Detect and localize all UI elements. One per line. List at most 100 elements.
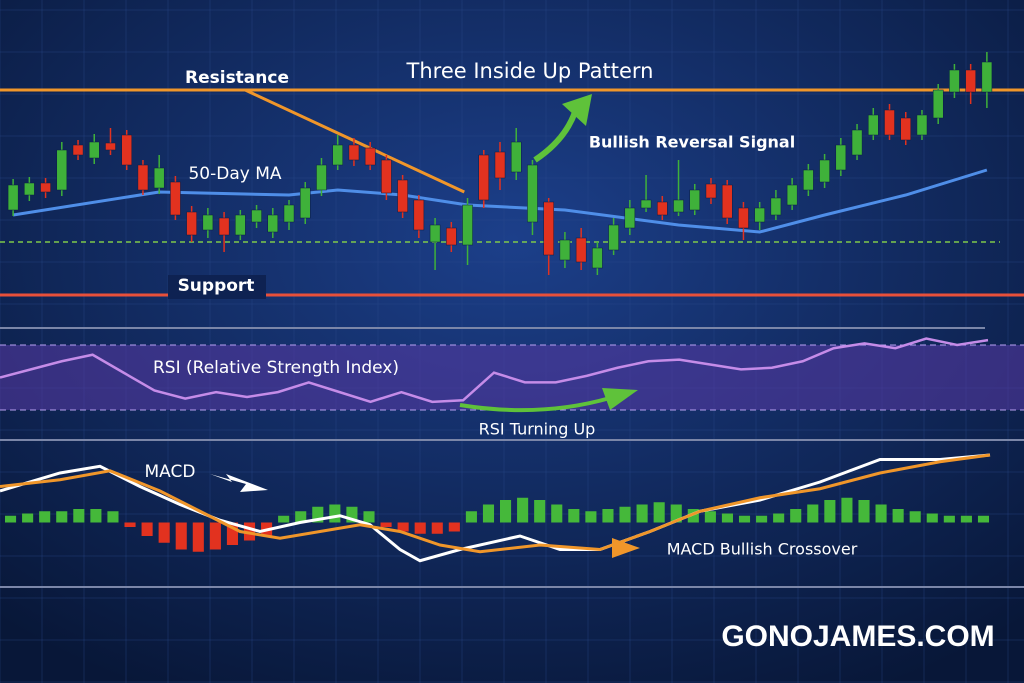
candle-body [446, 227, 457, 246]
candle-body [267, 214, 279, 233]
histogram-bar [56, 511, 68, 523]
candle-body [429, 224, 441, 243]
histogram-bar [465, 511, 477, 523]
candle-body [88, 141, 100, 159]
histogram-bar [363, 511, 375, 523]
candle-body [397, 179, 408, 213]
candle-body [153, 167, 165, 189]
histogram-bar [960, 515, 972, 523]
crossover-arrow-head [612, 538, 640, 558]
histogram-bar [175, 522, 187, 550]
panel-title: RSI (Relative Strength Index) [153, 358, 399, 378]
histogram-bar [619, 506, 631, 523]
candle-body [24, 182, 35, 196]
rsi-line [0, 337, 989, 404]
candle-body [316, 164, 327, 191]
candle-body [413, 199, 425, 231]
candle-body [137, 164, 149, 191]
level-label: Support [178, 276, 255, 296]
candle-body [738, 207, 749, 229]
histogram-bar [841, 497, 853, 523]
rsi-arrow-head [602, 388, 638, 410]
histogram-bar [653, 502, 665, 523]
candle-body [105, 142, 116, 151]
candle-body [981, 61, 993, 93]
candle-body [186, 211, 197, 236]
histogram-bar [500, 500, 512, 523]
histogram-bar [329, 504, 341, 523]
histogram-bar [909, 511, 921, 523]
candle-body [575, 237, 587, 263]
candle-body [283, 204, 295, 223]
candle-body [7, 184, 19, 211]
histogram-bar [158, 522, 170, 543]
histogram-bar [414, 522, 426, 534]
candle-body [40, 182, 51, 193]
candle-body [559, 239, 571, 261]
candle-body [348, 144, 360, 161]
candle-body [965, 69, 976, 93]
watermark: GONOJAMES.COM [721, 620, 994, 653]
histogram-bar [5, 515, 17, 523]
histogram-bar [926, 513, 938, 523]
macd-arrow [210, 474, 268, 492]
histogram-bar [192, 522, 204, 552]
histogram-bar [943, 515, 955, 523]
histogram-bar [551, 504, 563, 523]
histogram-bar [687, 509, 699, 523]
candle-body [705, 183, 717, 199]
candle-body [170, 181, 181, 216]
histogram-bar [858, 500, 870, 523]
histogram-bar [704, 511, 716, 523]
candle-body [640, 199, 652, 209]
histogram-bar [431, 522, 443, 534]
level-label: Resistance [185, 68, 289, 88]
histogram-bar [824, 500, 836, 523]
candle-body [381, 159, 392, 194]
histogram-bar [977, 515, 990, 523]
candle-body [478, 154, 490, 201]
label-bg [168, 275, 266, 299]
candle-body [884, 109, 895, 136]
histogram-bar [448, 522, 460, 532]
candle-body [657, 201, 668, 216]
annotation: RSI Turning Up [479, 420, 596, 439]
rsi-arrow [459, 396, 611, 413]
candle-body [494, 151, 506, 179]
histogram-bar [875, 504, 887, 523]
histogram-bar [738, 515, 751, 523]
histogram-bar [482, 504, 495, 523]
candle-body [867, 114, 879, 136]
candle-body [218, 217, 230, 236]
candle-body [932, 89, 944, 119]
candle-body [673, 199, 684, 213]
candle-body [949, 69, 960, 93]
candle-body [299, 187, 311, 219]
annotation: MACD Bullish Crossover [667, 540, 858, 559]
candle-body [235, 214, 246, 236]
candle-body [803, 169, 814, 191]
candle-body [770, 197, 782, 216]
signal-arrow-head [562, 94, 592, 126]
candle-body [364, 147, 376, 166]
candle-body [543, 201, 554, 256]
histogram-bar [39, 511, 51, 523]
histogram-bar [73, 509, 85, 523]
candle-body [202, 214, 214, 231]
candle-body [332, 144, 343, 166]
legend-label: 50-Day MA [188, 164, 281, 184]
histogram-bar [312, 506, 324, 523]
candle-body [835, 144, 847, 171]
histogram-bar [517, 497, 529, 523]
candle-body [462, 204, 473, 246]
candle-body [251, 209, 262, 223]
panel-title: MACD [145, 462, 196, 482]
histogram-bar [807, 504, 819, 523]
histogram-bar [892, 509, 904, 523]
histogram-bar [670, 504, 682, 523]
histogram-bar [141, 522, 153, 536]
candle-body [916, 114, 928, 136]
